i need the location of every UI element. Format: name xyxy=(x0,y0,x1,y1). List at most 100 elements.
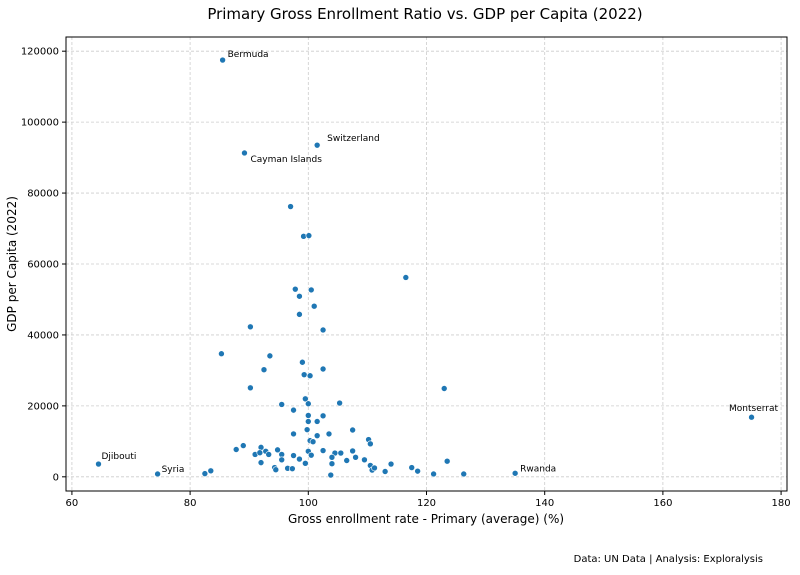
data-point xyxy=(296,455,303,463)
chart-title: Primary Gross Enrollment Ratio vs. GDP p… xyxy=(207,5,642,23)
data-point xyxy=(265,451,273,458)
y-tick-label: 60000 xyxy=(27,260,59,271)
data-point xyxy=(241,149,248,157)
data-point xyxy=(290,452,297,459)
data-point xyxy=(337,449,345,457)
annotation-layer: Bermuda Switzerland Cayman Islands Montserr… xyxy=(102,50,779,475)
data-point xyxy=(349,447,356,455)
data-point xyxy=(305,232,313,239)
data-point xyxy=(408,464,416,471)
data-point xyxy=(306,372,314,380)
data-point xyxy=(313,432,321,439)
data-point xyxy=(325,430,333,438)
data-point xyxy=(272,466,280,474)
data-point xyxy=(309,438,317,445)
data-point xyxy=(343,457,351,464)
data-point xyxy=(748,413,755,421)
data-point xyxy=(274,446,281,454)
data-point xyxy=(303,426,311,433)
x-tick-label: 80 xyxy=(184,498,197,509)
data-point xyxy=(328,454,336,461)
data-point xyxy=(460,470,468,478)
data-point xyxy=(287,203,294,210)
point-annotation: Syria xyxy=(162,465,185,475)
data-point xyxy=(361,456,368,464)
data-point xyxy=(327,471,335,479)
data-point xyxy=(266,352,274,360)
data-point xyxy=(305,412,312,419)
x-tick-label: 100 xyxy=(299,498,318,509)
x-tick-label: 160 xyxy=(653,498,672,509)
data-point xyxy=(310,302,318,310)
data-point xyxy=(207,467,215,475)
data-point xyxy=(328,460,336,467)
data-point xyxy=(302,395,309,403)
y-tick-label: 0 xyxy=(53,472,59,483)
data-point xyxy=(300,371,308,378)
data-point xyxy=(319,412,327,420)
data-point xyxy=(313,141,321,149)
point-annotation: Bermuda xyxy=(228,50,269,60)
y-tick-label: 120000 xyxy=(21,47,59,58)
data-point xyxy=(302,460,309,467)
data-point xyxy=(367,440,374,448)
data-point xyxy=(305,418,312,425)
data-point xyxy=(352,454,359,461)
point-annotation: Cayman Islands xyxy=(250,155,322,165)
data-point xyxy=(239,442,247,449)
data-point xyxy=(232,446,240,453)
x-tick-label: 140 xyxy=(535,498,554,509)
y-tick-label: 100000 xyxy=(21,118,59,129)
data-point xyxy=(299,358,306,366)
data-point xyxy=(218,350,225,358)
y-tick-label: 40000 xyxy=(27,330,59,341)
data-point xyxy=(278,401,286,408)
point-annotation: Montserrat xyxy=(729,404,778,414)
data-point xyxy=(319,365,327,373)
x-tick-label: 120 xyxy=(417,498,436,509)
data-point xyxy=(95,460,102,468)
y-tick-label: 80000 xyxy=(27,189,59,200)
data-point xyxy=(289,465,296,472)
x-tick-label: 60 xyxy=(66,498,79,509)
data-point xyxy=(430,470,437,478)
data-point xyxy=(371,464,378,472)
point-annotation: Djibouti xyxy=(102,452,137,462)
data-point xyxy=(402,274,410,281)
tick-layer: 60 80 100 120 140 160 180 0 20000 40000 60000 80000… xyxy=(21,47,791,509)
data-point xyxy=(290,430,297,438)
point-layer xyxy=(95,56,755,479)
data-point xyxy=(381,468,389,475)
data-point xyxy=(414,467,421,475)
point-annotation: Switzerland xyxy=(327,134,380,144)
data-point xyxy=(296,311,303,318)
data-point xyxy=(260,366,268,373)
point-annotation: Rwanda xyxy=(520,464,556,474)
data-point xyxy=(201,470,209,477)
data-point xyxy=(307,451,315,459)
data-point xyxy=(336,399,343,407)
data-point xyxy=(256,449,264,456)
data-point xyxy=(307,286,315,294)
data-point xyxy=(511,469,519,477)
data-point xyxy=(319,326,327,334)
data-point xyxy=(296,292,303,300)
data-point xyxy=(278,456,286,464)
data-point xyxy=(443,457,451,465)
data-point xyxy=(349,426,356,434)
data-point xyxy=(313,418,321,425)
x-axis-label: Gross enrollment rate - Primary (average… xyxy=(288,512,564,526)
data-point xyxy=(319,447,327,454)
data-point xyxy=(290,406,297,414)
y-tick-label: 20000 xyxy=(27,401,59,412)
y-axis-label: GDP per Capita (2022) xyxy=(5,196,19,332)
data-point xyxy=(247,384,254,392)
data-point xyxy=(257,459,265,466)
data-point xyxy=(247,323,254,331)
data-point xyxy=(154,470,161,478)
source-footer: Data: UN Data | Analysis: Exploralysis xyxy=(574,554,763,565)
data-point xyxy=(305,400,312,408)
data-point xyxy=(219,56,226,64)
